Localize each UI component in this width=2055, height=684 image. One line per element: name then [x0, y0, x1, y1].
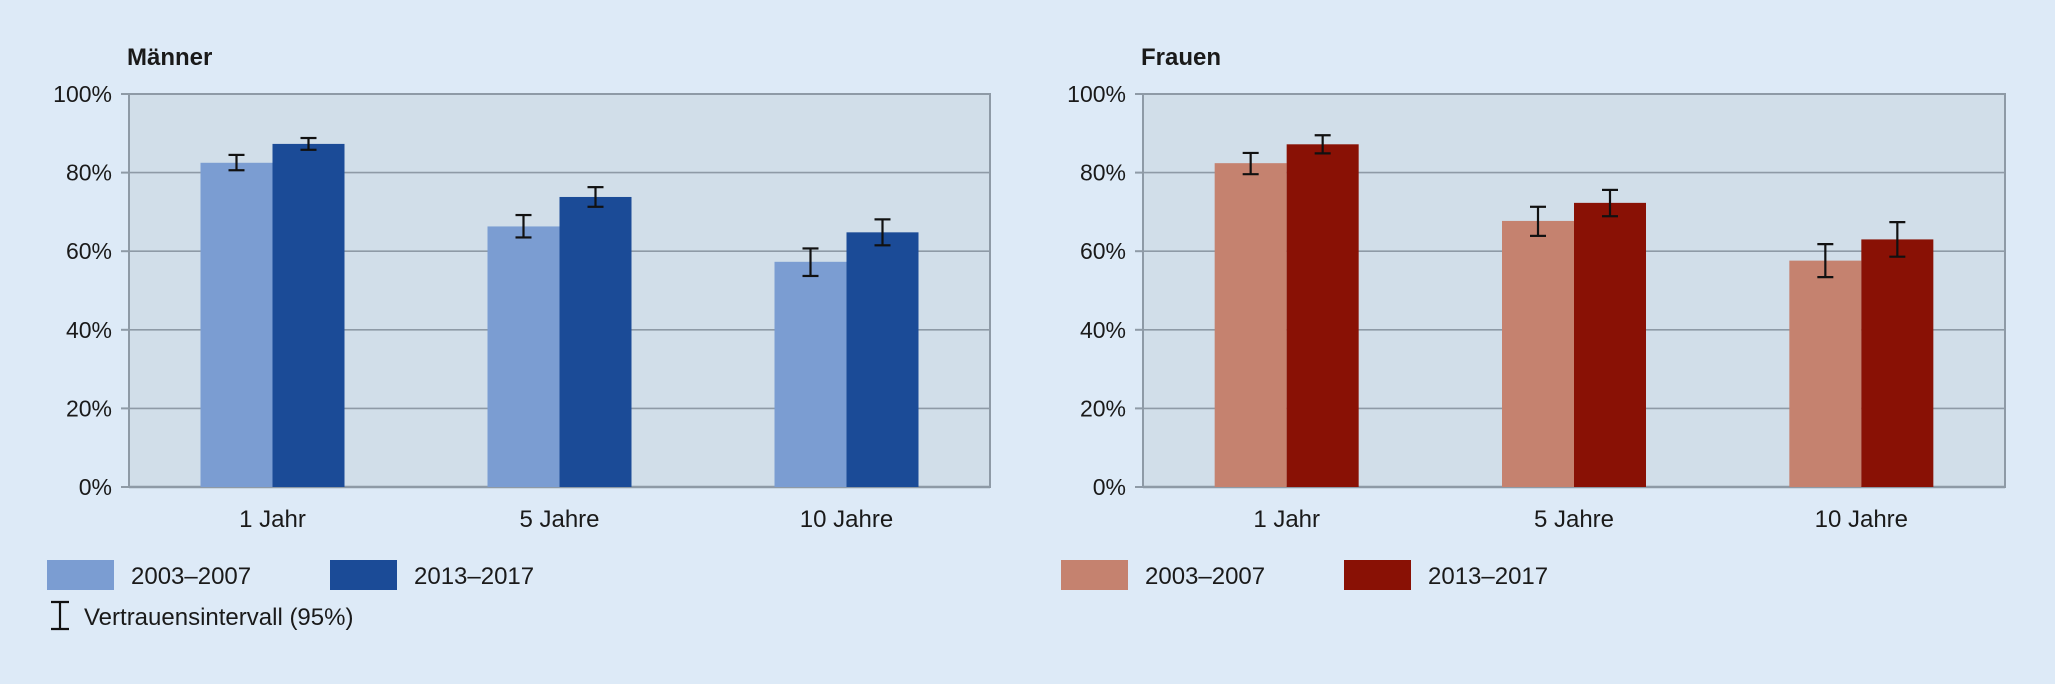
y-tick-label: 100% [53, 81, 112, 107]
chart-title: Frauen [1141, 44, 1221, 71]
legend-label-1: 2013–2017 [414, 563, 534, 590]
bar-0-1 [487, 226, 560, 488]
y-tick-label: 100% [1067, 81, 1126, 107]
legend-ci: Vertrauensintervall (95%) [51, 600, 353, 631]
y-tick-label: 80% [66, 160, 112, 186]
x-tick-label: 5 Jahre [1534, 506, 1614, 533]
bar-1-0 [1286, 144, 1359, 487]
legend-label-0: 2003–2007 [131, 563, 251, 590]
y-tick-label: 60% [1080, 238, 1126, 264]
y-tick-label: 40% [66, 317, 112, 343]
bar-0-0 [1214, 163, 1287, 487]
x-tick-label: 10 Jahre [800, 506, 893, 533]
legend-ci-label: Vertrauensintervall (95%) [84, 604, 353, 631]
bar-1-1 [1574, 202, 1646, 487]
legend-label-1: 2013–2017 [1428, 563, 1548, 590]
y-tick-label: 0% [79, 474, 112, 500]
x-tick-label: 1 Jahr [1253, 506, 1320, 533]
chart-frauen: 0% 20% 40% 60% 80% 100% 1 Jahr 5 Jahre 10 Jahre F… [1061, 44, 2006, 590]
y-tick-label: 20% [1080, 395, 1126, 421]
x-tick-label: 10 Jahre [1815, 506, 1908, 533]
bar-0-2 [1789, 260, 1862, 487]
error-bar [1314, 134, 1331, 155]
bar-0-2 [774, 261, 847, 487]
error-bar [874, 218, 891, 247]
error-bar [1817, 243, 1834, 279]
error-bar [1889, 221, 1906, 258]
y-tick-label: 80% [1080, 160, 1126, 186]
legend-swatch-1 [1344, 560, 1411, 590]
legend-label-0: 2003–2007 [1145, 563, 1265, 590]
error-bar [515, 213, 532, 239]
bar-1-0 [272, 143, 345, 487]
legend-swatch-0 [1061, 560, 1128, 590]
error-bar [300, 136, 317, 151]
legend: 2003–2007 2013–2017 [1061, 560, 1548, 590]
y-tick-label: 40% [1080, 317, 1126, 343]
error-bar [228, 153, 245, 172]
chart-maenner: 0% 20% 40% 60% 80% 100% 1 Jahr 5 Jahre 10 Jahre M… [47, 44, 991, 590]
error-bar [1242, 151, 1259, 176]
error-bar [1602, 188, 1618, 218]
error-bar [802, 247, 819, 278]
y-tick-label: 0% [1093, 474, 1126, 500]
legend-swatch-1 [330, 560, 397, 590]
y-tick-label: 60% [66, 238, 112, 264]
legend-swatch-0 [47, 560, 114, 590]
error-bar [587, 186, 604, 208]
bar-1-2 [846, 232, 919, 487]
legend: 2003–2007 2013–2017 [47, 560, 534, 590]
bar-1-1 [559, 196, 632, 487]
bar-1-2 [1861, 239, 1934, 487]
bar-0-0 [200, 162, 273, 487]
bar-0-1 [1502, 220, 1574, 487]
y-tick-label: 20% [66, 395, 112, 421]
error-bar [1530, 205, 1546, 237]
x-tick-label: 5 Jahre [519, 506, 599, 533]
x-tick-label: 1 Jahr [239, 506, 306, 533]
chart-title: Männer [127, 44, 212, 71]
